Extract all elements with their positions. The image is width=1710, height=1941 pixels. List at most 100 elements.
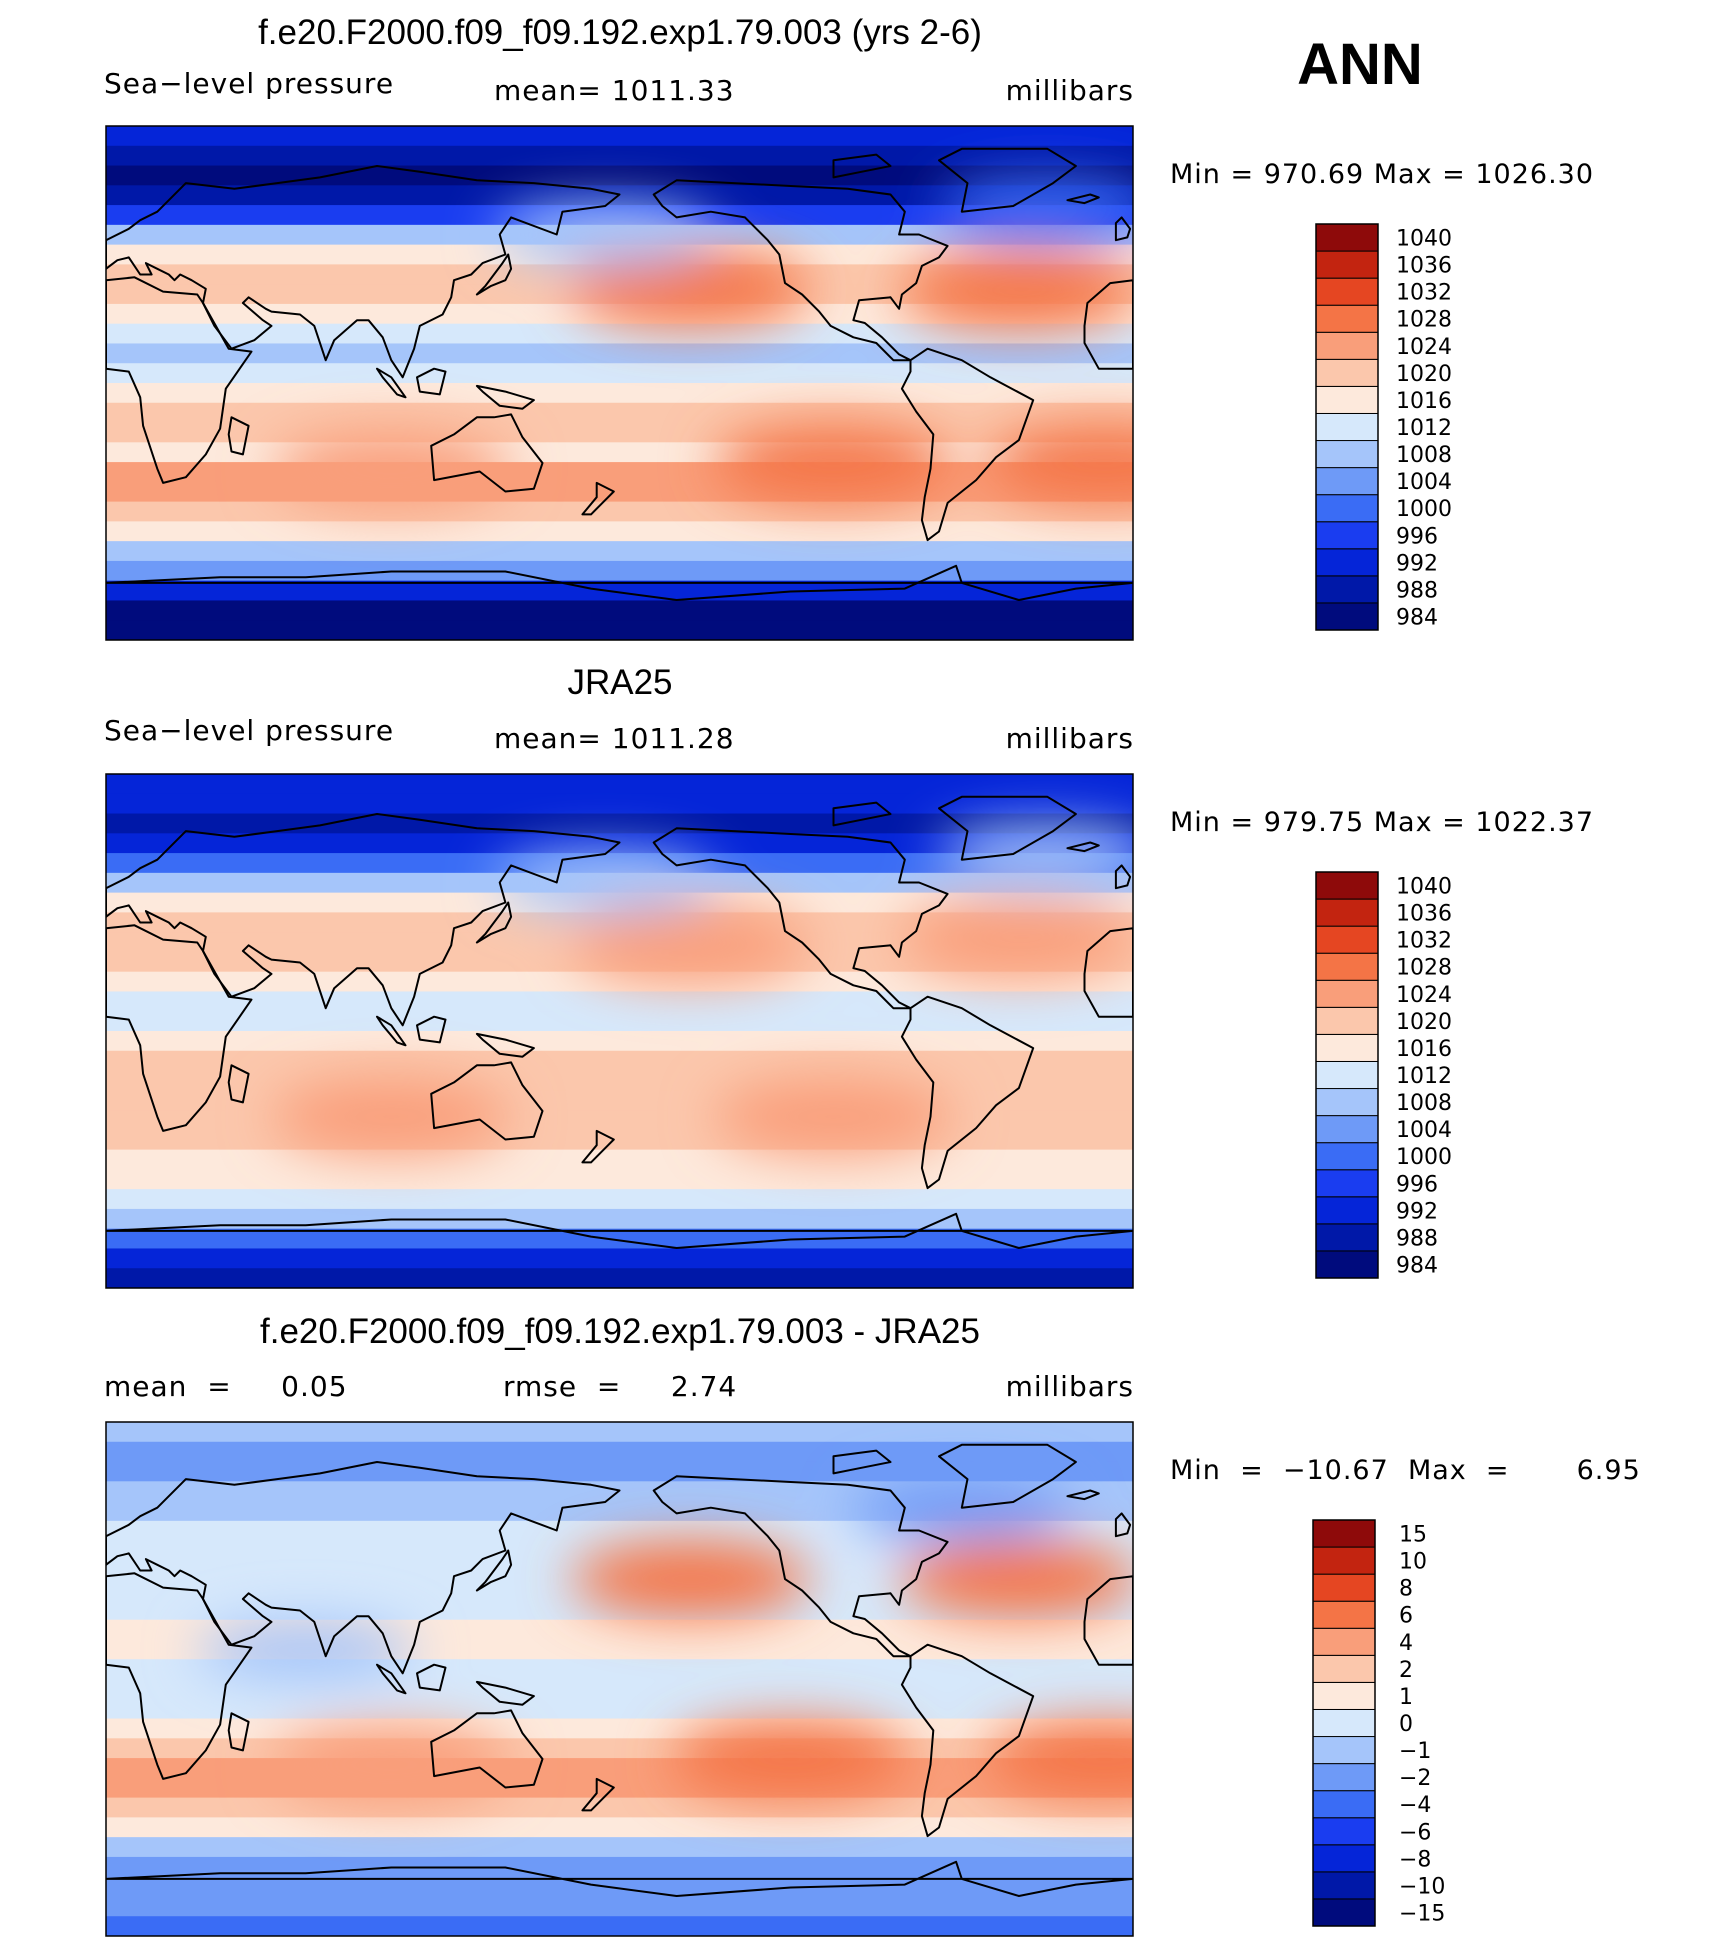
colorbar-box [1315,1223,1379,1252]
pressure-high-cell [570,907,811,984]
field-band [106,1817,1133,1839]
coastline [106,1860,1133,1897]
colorbar-box [1312,1546,1376,1575]
field-band [106,1856,1133,1878]
field-band [106,1797,1133,1819]
panel-diff-mean: mean = 0.05 [104,1370,348,1403]
colorbar-label: 1008 [1396,443,1452,468]
colorbar-box [1312,1871,1376,1900]
panel-diff-units: millibars [1006,1370,1134,1403]
colorbar-label: 1032 [1396,281,1452,306]
colorbar-label: 1016 [1396,1037,1452,1062]
field-band [106,1268,1133,1288]
field-band [106,1228,1133,1250]
colorbar-label: 988 [1396,578,1438,603]
field-band [106,363,1133,384]
colorbar-box [1315,1196,1379,1225]
field-band [106,793,1133,815]
field-band [106,1110,1133,1131]
field-band [106,1916,1133,1936]
coastline [475,1549,513,1592]
coastline [106,276,253,484]
coastline [106,1461,621,1675]
colorbar-box [1315,925,1379,954]
colorbar-label: 4 [1399,1631,1413,1656]
coastline [938,795,1077,861]
field-band [106,1090,1133,1112]
colorbar-label: 0 [1399,1712,1413,1737]
coastline [900,347,1035,542]
colorbar-label: 6 [1399,1604,1413,1629]
colorbar-box [1315,467,1379,496]
field-band [106,620,1133,640]
field-band [106,1718,1133,1740]
colorbar-label: 8 [1399,1577,1413,1602]
pressure-high-cell [271,1078,512,1155]
colorbar-box [1315,250,1379,279]
field-band [106,1050,1133,1072]
coastline [581,1129,615,1164]
colorbar-label: 992 [1396,551,1438,576]
coastline [416,1015,447,1044]
field-band [106,813,1133,835]
colorbar-box [1315,1060,1379,1090]
panel-diff: f.e20.F2000.f09_f09.192.exp1.79.003 - JR… [104,1312,1640,1937]
colorbar-box [1312,1708,1376,1738]
field-band [106,1698,1133,1720]
pressure-high-cell [713,1078,954,1155]
field-band [106,1248,1133,1270]
colorbar-label: 996 [1396,1172,1438,1197]
field-band [106,1129,1133,1151]
colorbar-label: −10 [1399,1874,1445,1899]
colorbar-box [1315,871,1379,900]
pressure-low-cell [937,176,1133,236]
coastline [938,147,1077,213]
colorbar-label: 1020 [1396,1010,1452,1035]
pressure-high-cell [898,253,1133,330]
coastline [1083,279,1133,370]
field-band [106,126,1133,147]
field-band [106,1461,1133,1483]
colorbar-label: 1036 [1396,254,1452,279]
coastline [1083,1575,1133,1666]
colorbar-label: −2 [1399,1766,1431,1791]
colorbar-label: 1040 [1396,227,1452,252]
panel-model-units: millibars [1006,74,1134,107]
pressure-low-cell [195,1620,416,1681]
field-band [106,501,1133,523]
coastline [227,416,250,456]
coastline [652,827,949,1010]
panel-model-colorbar: 984 9889929961000100410081012101610201024… [1315,223,1452,631]
pressure-low-cell [495,852,716,913]
coastline [106,1572,253,1780]
colorbar-label: 1016 [1396,389,1452,414]
coastline [416,367,447,396]
colorbar-label: −8 [1399,1847,1431,1872]
field-band [106,1896,1133,1918]
field-band [106,422,1133,444]
pressure-low-cell [495,204,716,265]
panel-obs-units: millibars [1006,722,1134,755]
colorbar-label: −15 [1399,1902,1445,1927]
coastline [376,1015,407,1047]
colorbar-box [1315,331,1379,360]
coastline [227,1064,250,1104]
colorbar-label: 1000 [1396,1145,1452,1170]
colorbar-box [1312,1898,1376,1927]
pressure-high-cell [271,1726,512,1803]
field-band [106,1189,1133,1210]
colorbar-box [1312,1790,1376,1819]
pressure-high-cell [570,1541,811,1618]
colorbar-box [1315,494,1379,523]
panel-model: f.e20.F2000.f09_f09.192.exp1.79.003 (yrs… [104,13,1593,641]
colorbar-box [1315,1033,1379,1062]
coastline [106,924,253,1132]
field-band [106,560,1133,582]
field-band [106,580,1133,602]
season-label: ANN [1297,32,1423,97]
colorbar-box [1312,1844,1376,1873]
coastline [581,1777,615,1812]
colorbar-box [1315,1169,1379,1198]
